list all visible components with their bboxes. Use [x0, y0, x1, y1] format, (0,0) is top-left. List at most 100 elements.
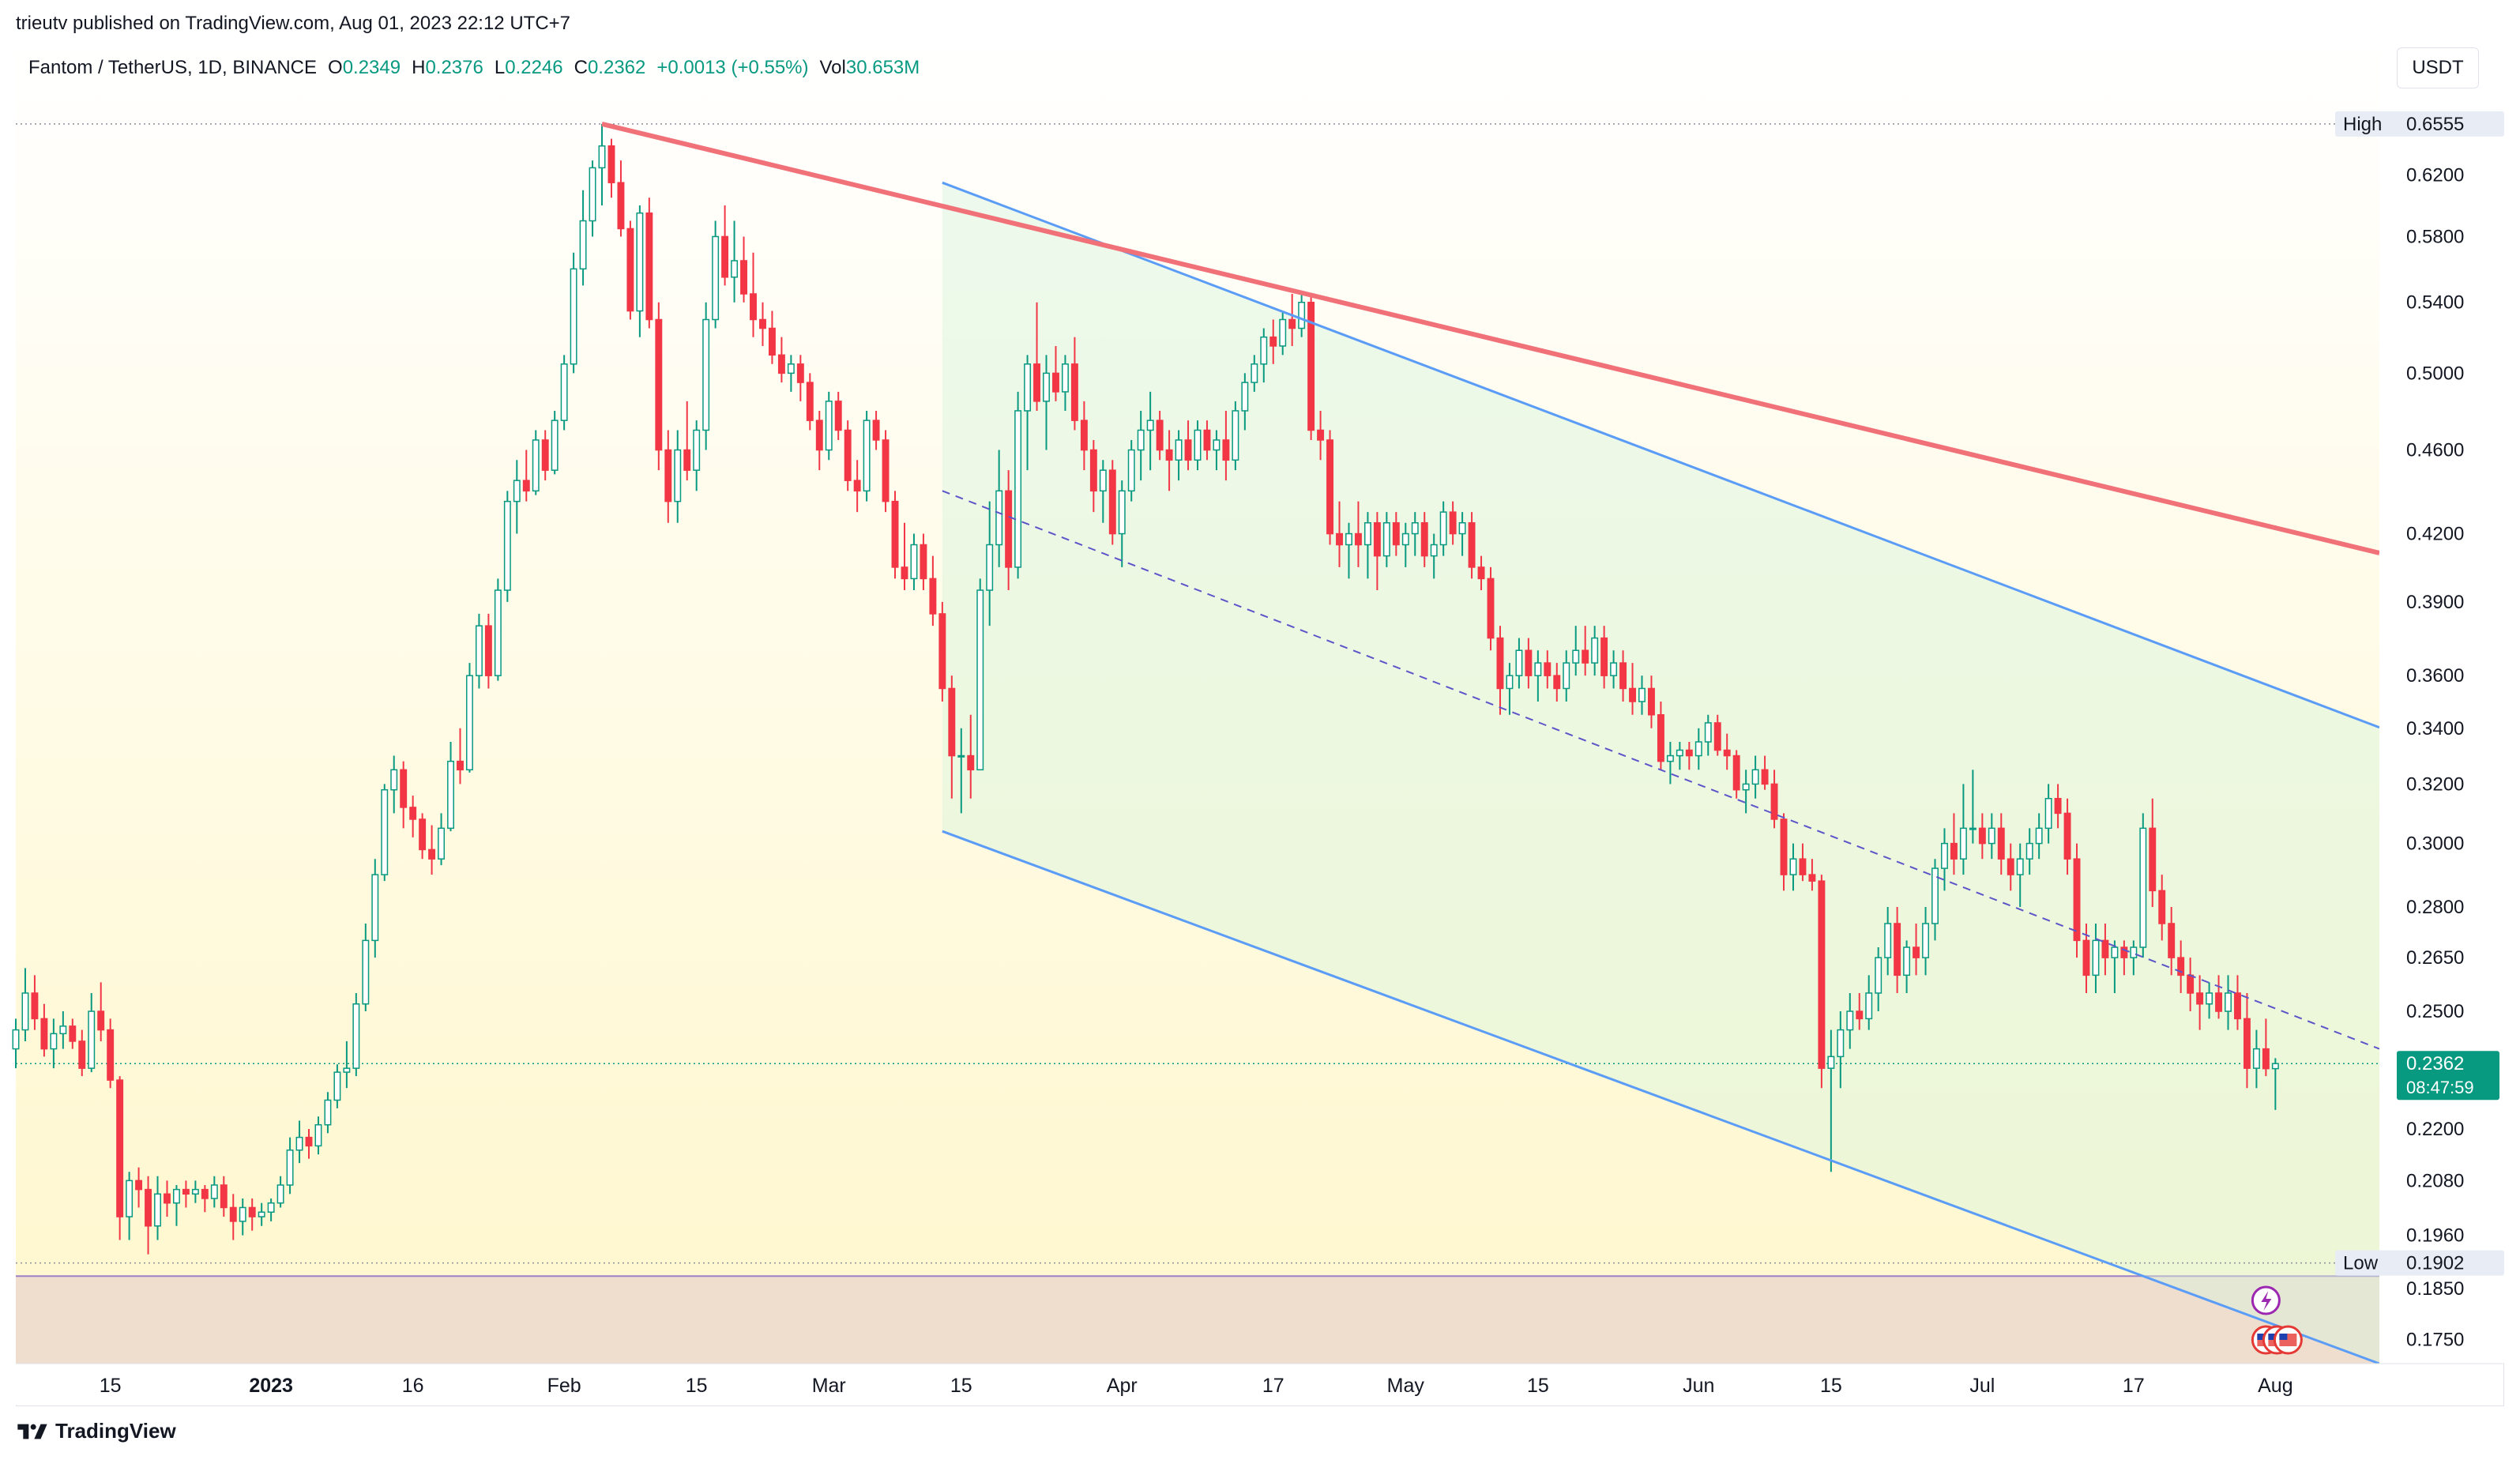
candle	[1666, 742, 1674, 785]
price-tick-label: 0.3900	[2406, 592, 2464, 613]
candle	[31, 975, 39, 1030]
candle	[617, 160, 625, 237]
time-tick-label: Jul	[1969, 1375, 1995, 1397]
candle-body	[693, 429, 701, 471]
candle	[1582, 626, 1589, 676]
candle	[607, 138, 615, 198]
time-tick-label: 17	[1262, 1375, 1284, 1397]
candle	[286, 1137, 294, 1195]
candle-body	[1638, 687, 1646, 702]
candle-body	[683, 449, 691, 471]
candle-body	[503, 500, 511, 591]
close-value: 0.2362	[587, 57, 646, 78]
candle	[438, 813, 446, 866]
candle-body	[1988, 827, 1995, 845]
candle	[343, 1040, 351, 1089]
candle-body	[2252, 1048, 2260, 1069]
candle	[1382, 512, 1390, 567]
candle-body	[825, 401, 833, 451]
candle	[1903, 940, 1911, 993]
time-tick-label: 15	[100, 1375, 122, 1397]
tradingview-logo[interactable]: TradingView	[16, 1419, 176, 1443]
low-label: L	[494, 57, 506, 78]
candle-body	[21, 992, 29, 1031]
candle	[1544, 650, 1551, 689]
channel-upper-line	[942, 181, 2380, 729]
candle	[494, 578, 502, 681]
candle	[1043, 355, 1050, 450]
price-tick-label: 0.1850	[2406, 1278, 2464, 1300]
candle-body	[2035, 827, 2043, 845]
price-tick-label: 0.2500	[2406, 1001, 2464, 1022]
candle	[1648, 675, 1655, 728]
candle	[1572, 626, 1580, 676]
resistance-line	[601, 121, 2380, 555]
candle	[1884, 906, 1892, 976]
candle-body	[116, 1079, 124, 1217]
candle-body	[1657, 714, 1664, 762]
candle	[2139, 813, 2147, 958]
candle	[1770, 770, 1778, 829]
candle	[40, 1003, 48, 1057]
candle	[882, 430, 890, 513]
candle-body	[1203, 429, 1211, 451]
candle-body	[258, 1211, 265, 1217]
currency-button[interactable]: USDT	[2397, 47, 2479, 88]
candle	[967, 714, 975, 799]
candle	[815, 410, 823, 471]
candle	[409, 796, 417, 837]
candle-body	[920, 544, 927, 580]
candle-body	[1184, 439, 1192, 461]
candle	[655, 302, 663, 471]
candle-body	[1950, 842, 1958, 860]
candle	[1988, 813, 1995, 860]
candle-body	[1827, 1055, 1835, 1069]
candle	[551, 410, 559, 475]
candle-body	[1619, 662, 1627, 690]
candle-body	[1033, 363, 1041, 402]
candle-body	[1420, 522, 1428, 557]
candle-body	[1629, 687, 1636, 702]
candle	[1978, 813, 1986, 860]
candle	[1213, 430, 1221, 471]
candle-body	[1014, 410, 1022, 568]
candle	[1799, 843, 1807, 882]
candle	[1345, 522, 1352, 579]
candle-body	[324, 1099, 332, 1126]
candle	[324, 1092, 332, 1134]
candle	[1336, 501, 1343, 567]
candle	[541, 430, 549, 481]
candle-body	[40, 1018, 48, 1050]
channel-fill	[942, 182, 2379, 1364]
candle	[1127, 439, 1135, 502]
candle-body	[1241, 382, 1249, 412]
symbol-title[interactable]: Fantom / TetherUS, 1D, BINANCE	[28, 57, 318, 78]
candle	[1468, 512, 1476, 579]
candle	[484, 613, 492, 689]
candle-body	[333, 1071, 341, 1101]
candle	[1420, 512, 1428, 567]
candle-body	[1363, 522, 1371, 546]
candle	[12, 1018, 20, 1069]
candle-body	[314, 1123, 322, 1147]
candle-body	[457, 760, 464, 771]
candle-body	[2025, 842, 2033, 860]
candle-body	[1723, 749, 1731, 757]
candle	[750, 252, 757, 337]
candle	[844, 420, 852, 491]
candle	[1279, 310, 1287, 356]
candle	[1761, 755, 1769, 790]
candle-body	[712, 235, 720, 321]
candle	[948, 675, 956, 799]
price-tick-label: 0.3400	[2406, 718, 2464, 739]
candle	[1307, 293, 1315, 440]
candle-body	[78, 1040, 86, 1069]
candle-body	[891, 500, 899, 568]
candle	[1070, 337, 1078, 431]
candle	[78, 1029, 86, 1077]
candle-body	[995, 490, 1003, 546]
candle	[636, 205, 644, 337]
candle	[1941, 828, 1948, 891]
candle	[1251, 355, 1258, 392]
